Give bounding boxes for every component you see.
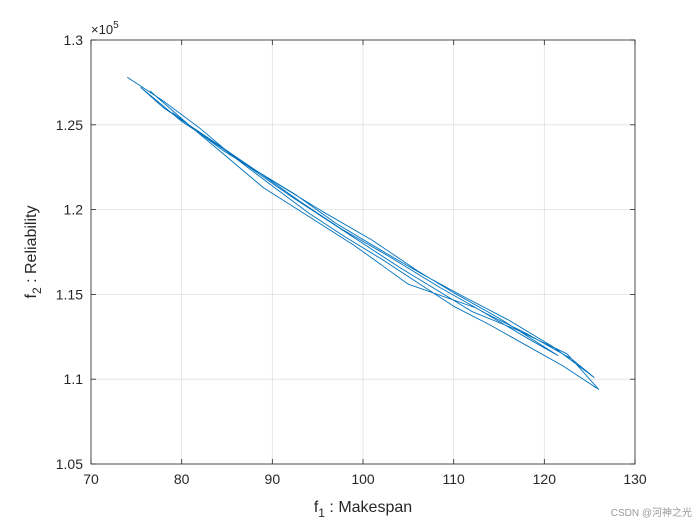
x-tick-label: 130 — [623, 471, 647, 487]
y-tick-labels: 1.05 1.1 1.15 1.2 1.25 1.3 — [56, 32, 83, 472]
y-tick-label: 1.2 — [64, 202, 84, 218]
y-tick-label: 1.05 — [56, 456, 83, 472]
x-tick-label: 70 — [83, 471, 99, 487]
y-axis-exponent: ×105 — [91, 20, 119, 37]
x-tick-label: 80 — [174, 471, 190, 487]
tick-marks — [90, 39, 636, 465]
data-series — [127, 76, 600, 390]
y-tick-label: 1.1 — [64, 371, 84, 387]
x-tick-label: 110 — [443, 471, 466, 487]
watermark: CSDN @河神之光 — [610, 508, 692, 519]
y-tick-label: 1.15 — [56, 286, 83, 302]
x-tick-label: 90 — [265, 471, 281, 487]
y-tick-label: 1.25 — [56, 117, 83, 133]
y-tick-label: 1.3 — [64, 32, 84, 48]
series-line — [127, 76, 600, 390]
y-axis-label: f2 : Reliability — [23, 206, 44, 299]
x-tick-label: 120 — [533, 471, 557, 487]
x-tick-label: 100 — [351, 471, 375, 487]
x-axis-label: f1 : Makespan — [314, 499, 412, 520]
x-tick-labels: 70 80 90 100 110 120 130 — [83, 471, 647, 487]
